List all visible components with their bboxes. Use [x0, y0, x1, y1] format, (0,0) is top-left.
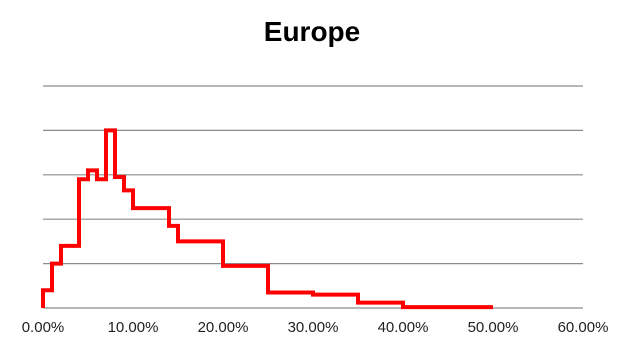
x-tick-label: 20.00% [198, 319, 249, 336]
chart-title: Europe [264, 16, 360, 47]
x-tick-labels: 0.00% 10.00% 20.00% 30.00% 40.00% 50.00% 60.00… [22, 319, 609, 336]
x-tick-label: 0.00% [22, 319, 65, 336]
x-tick-label: 40.00% [378, 319, 429, 336]
series-line-1 [41, 128, 493, 310]
x-tick-label: 10.00% [108, 319, 159, 336]
x-tick-label: 50.00% [468, 319, 519, 336]
gridlines [43, 85, 583, 265]
x-tick-label: 60.00% [558, 319, 609, 336]
x-tick-label: 30.00% [288, 319, 339, 336]
series-layer [41, 128, 493, 310]
